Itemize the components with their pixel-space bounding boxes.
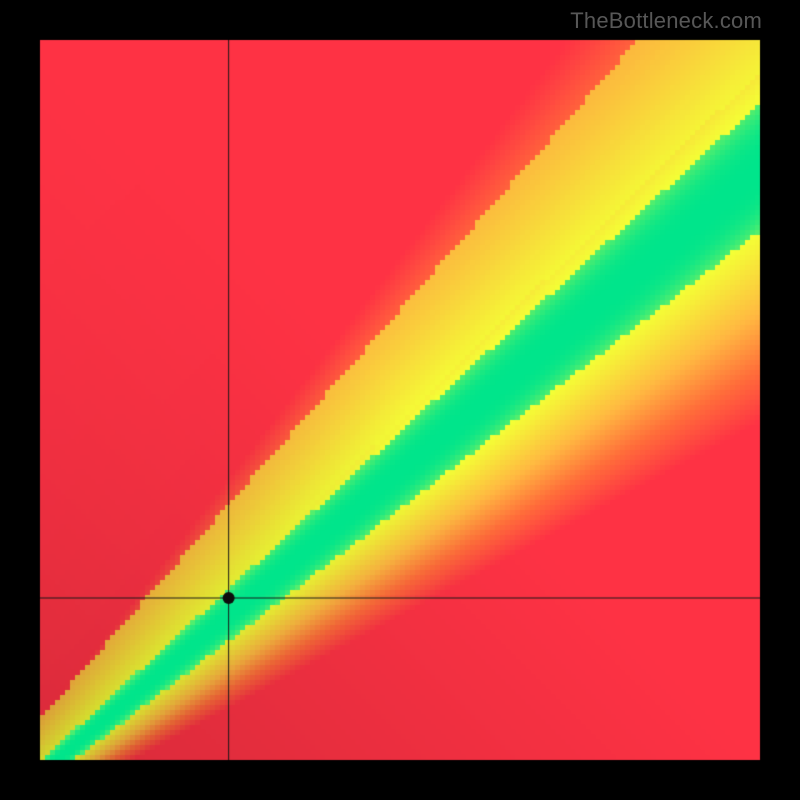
chart-container: TheBottleneck.com bbox=[0, 0, 800, 800]
watermark-text: TheBottleneck.com bbox=[570, 8, 762, 34]
bottleneck-heatmap bbox=[0, 0, 800, 800]
